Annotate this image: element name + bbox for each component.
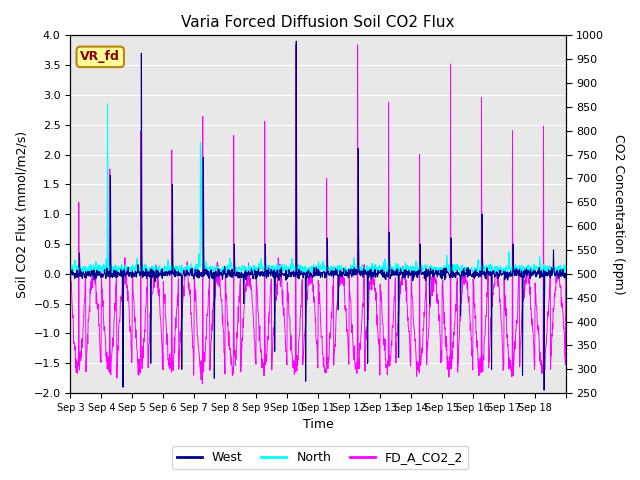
Title: Varia Forced Diffusion Soil CO2 Flux: Varia Forced Diffusion Soil CO2 Flux xyxy=(181,15,455,30)
Y-axis label: CO2 Concentration (ppm): CO2 Concentration (ppm) xyxy=(612,134,625,295)
Y-axis label: Soil CO2 Flux (mmol/m2/s): Soil CO2 Flux (mmol/m2/s) xyxy=(15,131,28,298)
X-axis label: Time: Time xyxy=(303,419,333,432)
Legend: West, North, FD_A_CO2_2: West, North, FD_A_CO2_2 xyxy=(172,446,468,469)
Text: VR_fd: VR_fd xyxy=(80,50,120,63)
